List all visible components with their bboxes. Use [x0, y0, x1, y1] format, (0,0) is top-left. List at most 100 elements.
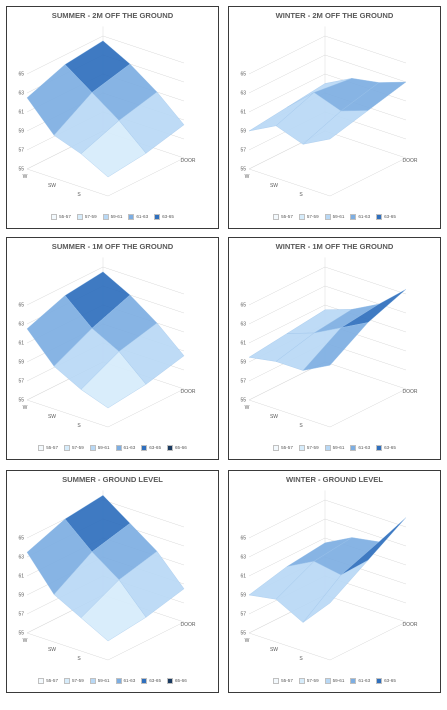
legend-swatch	[298, 214, 305, 220]
z-tick-label: 55	[18, 167, 24, 173]
z-tick-label: 55	[18, 631, 24, 637]
legend-label: 57-59	[72, 678, 84, 684]
legend-label: 63-65	[162, 214, 174, 220]
legend-swatch	[102, 214, 109, 220]
x-category-label: DOOR	[181, 622, 196, 628]
chart-panel-2: 55 57 59 61 63 65 W SW S DOOR WINTER - 2M OFF THE…	[228, 6, 441, 229]
z-tick-label: 57	[18, 612, 24, 618]
legend-swatch	[350, 445, 357, 451]
legend-entry: 57-59	[298, 678, 319, 684]
legend-label: 57-59	[306, 678, 319, 684]
surface	[248, 289, 407, 371]
legend-swatch	[64, 678, 70, 684]
x-category-label: SW	[270, 183, 278, 189]
x-category-label: S	[77, 423, 81, 429]
legend-swatch	[141, 445, 148, 451]
legend-entry: 61-63	[115, 678, 135, 684]
x-category-label: SW	[48, 414, 56, 420]
z-tick-label: 61	[240, 341, 246, 347]
legend-entry: 55-57	[273, 445, 293, 451]
legend-swatch	[376, 678, 383, 684]
legend-entry: 61-63	[350, 678, 370, 684]
legend-entry: 55-57	[273, 678, 293, 684]
legend-entry: 55-57	[51, 214, 71, 220]
legend-label: 65-66	[175, 445, 187, 451]
x-category-label: W	[245, 638, 250, 644]
z-tick-label: 55	[240, 398, 246, 404]
chart-title-1: SUMMER - 2M OFF THE GROUND	[51, 11, 174, 20]
x-category-label: DOOR	[181, 158, 196, 164]
z-tick-label: 65	[240, 72, 246, 78]
x-category-label: S	[77, 192, 81, 198]
z-tick-label: 57	[240, 148, 246, 154]
legend-swatch	[154, 214, 161, 220]
legend-label: 55-57	[281, 678, 293, 684]
x-category-label: W	[245, 174, 250, 180]
legend-swatch	[324, 678, 331, 684]
legend-swatch	[89, 445, 96, 451]
z-tick-label: 61	[240, 110, 246, 116]
surface-patch	[302, 322, 369, 371]
z-tick-label: 65	[240, 536, 246, 542]
legend-label: 57-59	[306, 214, 319, 220]
legend-label: 63-65	[384, 214, 396, 220]
legend-label: 59-61	[332, 214, 345, 220]
surface-patch	[302, 560, 369, 623]
legend-label: 63-65	[149, 678, 161, 684]
legend-4: 55-57 57-59 59-61 61-63 63-65	[229, 445, 440, 451]
floor-edge	[26, 130, 185, 197]
legend-entry: 57-59	[64, 445, 84, 451]
z-tick-label: 63	[240, 91, 246, 97]
legend-entry: 63-65	[376, 214, 396, 220]
legend-swatch	[128, 214, 135, 220]
legend-label: 61-63	[123, 445, 136, 451]
chart-panel-6: 55 57 59 61 63 65 W SW S DOOR WINTER - GROUND LEV…	[228, 470, 441, 693]
legend-entry: 57-59	[76, 214, 97, 220]
z-tick-label: 59	[240, 129, 246, 135]
z-tick-label: 65	[240, 303, 246, 309]
surface-plot-2: 55 57 59 61 63 65 W SW S DOOR	[240, 26, 418, 198]
legend-swatch	[273, 214, 280, 220]
legend-entry: 63-65	[141, 445, 161, 451]
floor-edge	[26, 361, 185, 428]
z-tick-label: 57	[240, 379, 246, 385]
legend-entry: 59-61	[89, 445, 110, 451]
legend-swatch	[51, 214, 58, 220]
surface-patch	[80, 351, 147, 409]
surface	[26, 495, 185, 642]
legend-label: 65-66	[175, 678, 187, 684]
chart-title-4: WINTER - 1M OFF THE GROUND	[275, 242, 394, 251]
legend-label: 61-63	[358, 445, 371, 451]
legend-swatch	[141, 678, 148, 684]
z-tick-label: 59	[18, 593, 24, 599]
floor-edge	[248, 361, 407, 428]
legend-entry: 65-66	[167, 678, 187, 684]
gridline	[248, 361, 407, 401]
legend-entry: 61-63	[350, 445, 370, 451]
legend-label: 59-61	[332, 678, 345, 684]
z-tick-label: 63	[18, 555, 24, 561]
z-tick-label: 65	[18, 72, 24, 78]
gridline	[248, 35, 407, 75]
legend-swatch	[350, 214, 357, 220]
legend-entry: 63-65	[141, 678, 161, 684]
legend-swatch	[115, 678, 122, 684]
legend-swatch	[38, 678, 45, 684]
legend-label: 63-65	[384, 445, 396, 451]
legend-swatch	[298, 678, 305, 684]
floor-edge	[248, 594, 407, 661]
legend-5: 55-57 57-59 59-61 61-63 63-65 65-66	[7, 678, 218, 684]
legend-1: 55-57 57-59 59-61 61-63 63-65	[7, 214, 218, 220]
surface-plot-4: 55 57 59 61 63 65 W SW S DOOR	[240, 257, 418, 429]
legend-label: 57-59	[72, 445, 84, 451]
legend-label: 63-65	[149, 445, 161, 451]
legend-entry: 59-61	[102, 214, 122, 220]
legend-swatch	[167, 678, 173, 684]
legend-swatch	[273, 678, 280, 684]
legend-label: 59-61	[97, 445, 110, 451]
legend-label: 55-57	[281, 214, 293, 220]
x-category-label: S	[77, 656, 81, 662]
legend-label: 57-59	[306, 445, 319, 451]
chart-panel-3: 55 57 59 61 63 65 W SW S DOOR SUMMER - 1M OFF THE…	[6, 237, 219, 460]
z-tick-label: 61	[18, 341, 24, 347]
